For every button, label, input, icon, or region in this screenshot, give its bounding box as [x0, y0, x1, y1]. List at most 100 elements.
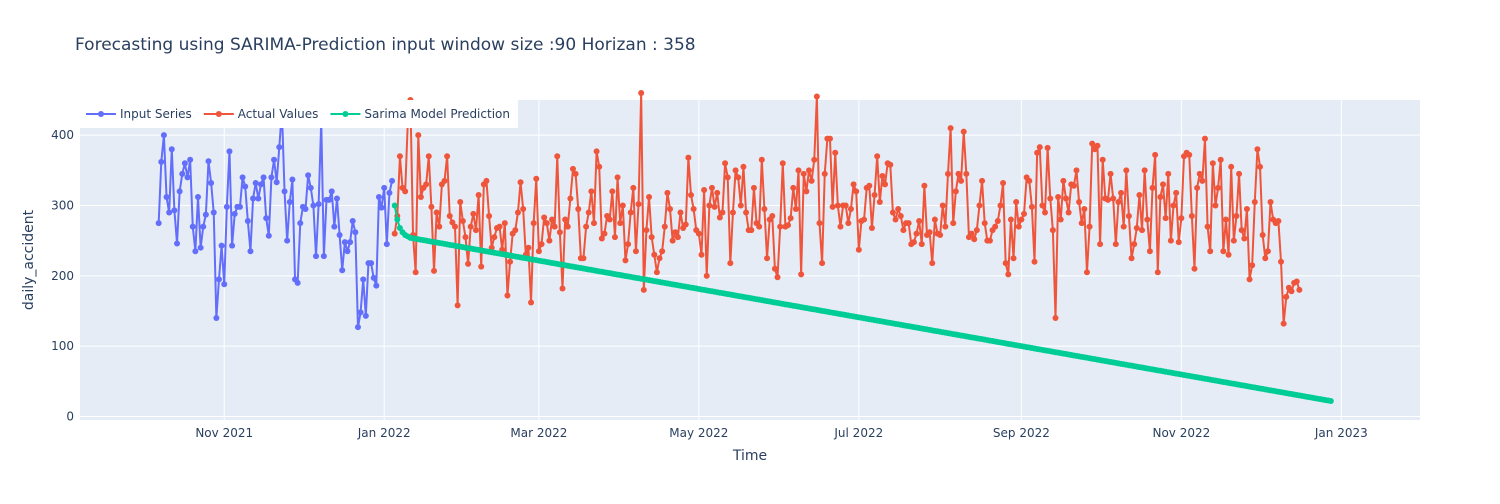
- actual-values-point: [402, 188, 409, 195]
- actual-values-point: [467, 223, 474, 230]
- input-series-point: [273, 179, 280, 186]
- y-axis-label: daily_accident: [21, 209, 37, 310]
- actual-values-point: [761, 206, 768, 213]
- actual-values-point: [1257, 163, 1264, 170]
- actual-values-point: [719, 209, 726, 216]
- actual-values-point: [1236, 170, 1243, 177]
- input-series-point: [221, 281, 228, 288]
- actual-values-point: [1262, 255, 1269, 262]
- actual-values-point: [771, 265, 778, 272]
- legend-label: Actual Values: [238, 107, 319, 121]
- input-series-point: [179, 170, 186, 177]
- actual-values-point: [1217, 156, 1224, 163]
- actual-values-point: [1062, 195, 1069, 202]
- actual-values-point: [1278, 258, 1285, 265]
- actual-values-point: [826, 135, 833, 142]
- actual-values-point: [740, 163, 747, 170]
- input-series-point: [315, 201, 322, 208]
- legend: Input Series Actual Values Sarima Model Pr…: [80, 100, 518, 128]
- actual-values-point: [554, 153, 561, 160]
- actual-values-point: [866, 182, 873, 189]
- actual-values-point: [1259, 232, 1266, 239]
- input-series-point: [354, 324, 361, 331]
- actual-values-point: [868, 225, 875, 231]
- legend-item-input-series[interactable]: Input Series: [86, 107, 192, 121]
- input-series-point: [174, 240, 181, 247]
- actual-values-point: [994, 217, 1001, 224]
- actual-values-point: [711, 203, 718, 210]
- actual-values-point: [549, 216, 556, 223]
- x-tick-label: Nov 2022: [1152, 426, 1210, 440]
- actual-values-point: [695, 230, 702, 237]
- input-series-point: [168, 146, 175, 153]
- input-series-point: [344, 248, 351, 255]
- actual-values-point: [543, 220, 550, 227]
- input-series-point: [189, 223, 196, 230]
- legend-item-sarima-model-prediction[interactable]: Sarima Model Prediction: [330, 107, 510, 121]
- x-tick-label: Jan 2023: [1314, 426, 1368, 440]
- input-series-point: [360, 276, 367, 283]
- actual-values-point: [478, 263, 485, 270]
- actual-values-point: [1220, 248, 1227, 255]
- actual-values-point: [535, 248, 542, 255]
- actual-values-point: [1225, 251, 1232, 258]
- input-series-point: [163, 194, 170, 201]
- actual-values-point: [559, 285, 566, 292]
- actual-values-point: [664, 189, 671, 196]
- actual-values-point: [800, 170, 807, 177]
- actual-values-point: [803, 188, 810, 195]
- input-series-point: [252, 179, 259, 186]
- actual-values-point: [538, 241, 545, 248]
- actual-values-point: [1125, 213, 1132, 220]
- input-series-point: [257, 181, 264, 188]
- input-series-point: [202, 211, 209, 218]
- input-series-point: [268, 174, 275, 181]
- input-series-point: [368, 260, 375, 267]
- actual-values-point: [669, 237, 676, 244]
- actual-values-point: [459, 217, 466, 224]
- input-series-point: [250, 195, 257, 202]
- input-series-point: [271, 156, 278, 163]
- actual-values-point: [1199, 177, 1206, 184]
- actual-values-point: [1152, 151, 1159, 158]
- input-series-point: [181, 160, 188, 167]
- actual-values-point: [942, 223, 949, 230]
- input-series-point: [218, 242, 225, 249]
- actual-values-point: [1110, 195, 1117, 202]
- legend-swatch-marker: [342, 111, 349, 117]
- x-tick-label: May 2022: [669, 426, 728, 440]
- actual-values-point: [853, 188, 860, 195]
- input-series-point: [375, 194, 382, 201]
- actual-values-point: [504, 292, 511, 299]
- actual-values-point: [1115, 198, 1122, 205]
- actual-values-point: [507, 258, 514, 265]
- input-series-point: [281, 188, 288, 195]
- legend-item-actual-values[interactable]: Actual Values: [203, 107, 319, 121]
- actual-values-point: [1018, 216, 1025, 223]
- actual-values-point: [598, 235, 605, 242]
- actual-values-point: [790, 184, 797, 191]
- actual-values-point: [462, 234, 469, 241]
- actual-values-point: [708, 184, 715, 191]
- actual-values-point: [596, 163, 603, 170]
- actual-values-point: [1233, 213, 1240, 220]
- actual-values-point: [601, 230, 608, 237]
- input-series-point: [226, 148, 233, 155]
- sarima-model-prediction-point: [1327, 398, 1334, 405]
- actual-values-point: [656, 255, 663, 262]
- actual-values-point: [533, 175, 540, 182]
- actual-values-point: [627, 209, 634, 216]
- input-series-point: [289, 176, 296, 183]
- input-series-point: [265, 232, 272, 239]
- input-series-point: [260, 174, 267, 181]
- actual-values-point: [1154, 269, 1161, 276]
- actual-values-point: [483, 177, 490, 184]
- actual-values-point: [769, 213, 776, 220]
- input-series-point: [349, 217, 356, 224]
- actual-values-point: [832, 149, 839, 156]
- actual-values-point: [1207, 248, 1214, 255]
- actual-values-point: [973, 227, 980, 234]
- actual-values-point: [672, 229, 679, 236]
- actual-values-point: [682, 221, 689, 228]
- actual-values-point: [614, 174, 621, 181]
